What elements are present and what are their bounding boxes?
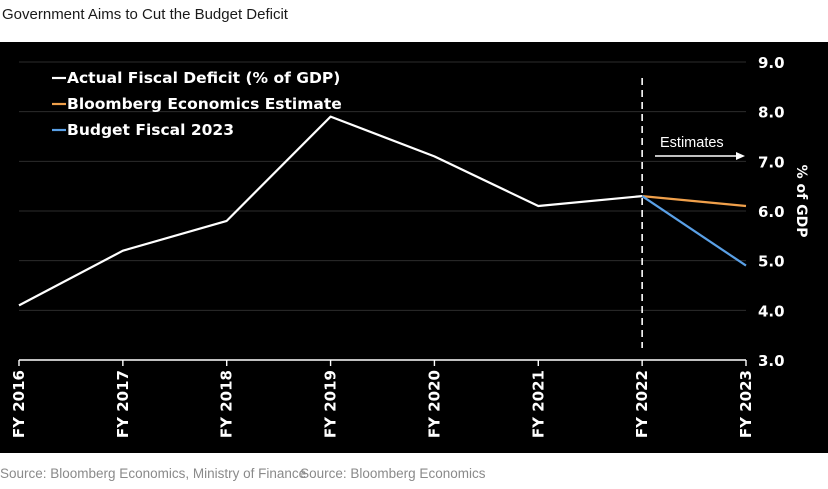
source-line: Source: Bloomberg Economics, Ministry of… [0, 466, 485, 481]
legend: Actual Fiscal Deficit (% of GDP) Bloomber… [52, 69, 342, 139]
source-text-1: Source: Bloomberg Economics, Ministry of… [0, 466, 307, 481]
y-tick-label: 5.0 [758, 253, 785, 271]
series-lines [18, 115, 747, 307]
series-line-1 [641, 195, 747, 208]
grid-lines [19, 61, 746, 361]
line-chart: 3.0 4.0 5.0 6.0 7.0 8.0 9.0 FY 2016 FY 2017 FY 20… [10, 54, 809, 438]
annotations: Estimates [641, 78, 745, 348]
legend-label-1: Bloomberg Economics Estimate [67, 95, 342, 113]
y-tick-label: 4.0 [758, 302, 785, 320]
series-line-0 [18, 115, 643, 307]
y-tick-label: 8.0 [758, 104, 785, 122]
estimates-label: Estimates [660, 135, 724, 151]
legend-label-2: Budget Fiscal 2023 [67, 121, 234, 139]
tick-labels: 3.0 4.0 5.0 6.0 7.0 8.0 9.0 FY 2016 FY 2017 FY 20… [10, 54, 809, 438]
series-line-2 [641, 195, 747, 267]
chart-panel: 3.0 4.0 5.0 6.0 7.0 8.0 9.0 FY 2016 FY 2017 FY 20… [0, 42, 828, 453]
x-tick-label: FY 2023 [737, 370, 755, 438]
y-axis-label: % of GDP [793, 165, 809, 238]
x-tick-label: FY 2017 [114, 370, 132, 438]
y-tick-label: 6.0 [758, 203, 785, 221]
source-text-2: Source: Bloomberg Economics [300, 466, 486, 481]
x-tick-label: FY 2022 [633, 370, 651, 438]
x-tick-label: FY 2020 [425, 370, 443, 438]
x-tick-label: FY 2018 [218, 370, 236, 438]
legend-label-0: Actual Fiscal Deficit (% of GDP) [67, 69, 340, 87]
x-tick-label: FY 2016 [10, 370, 28, 438]
chart-title: Government Aims to Cut the Budget Defici… [2, 6, 288, 23]
y-tick-label: 9.0 [758, 54, 785, 72]
y-tick-label: 3.0 [758, 352, 785, 370]
x-tick-label: FY 2021 [529, 370, 547, 438]
y-tick-label: 7.0 [758, 153, 785, 171]
estimates-arrow-head [736, 152, 745, 160]
x-tick-label: FY 2019 [322, 370, 340, 438]
